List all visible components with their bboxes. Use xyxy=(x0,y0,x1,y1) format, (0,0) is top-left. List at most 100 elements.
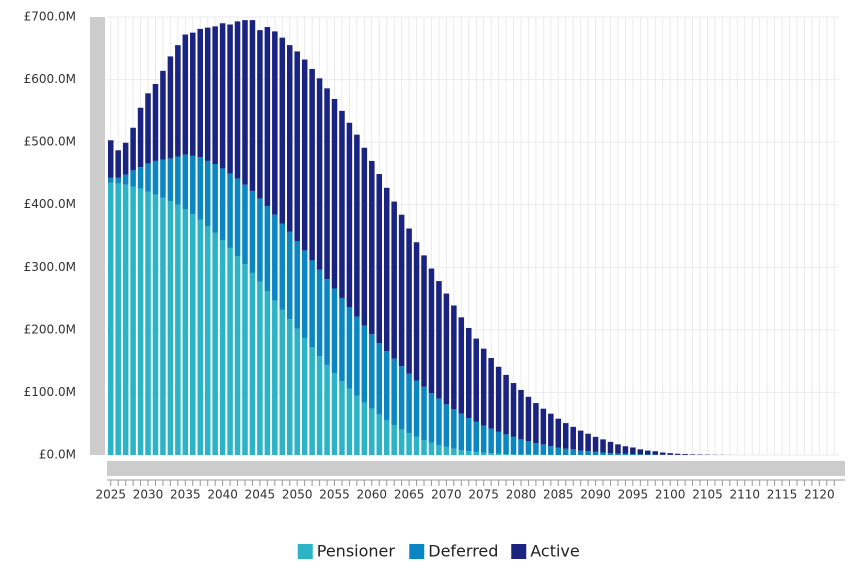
bar-segment xyxy=(160,160,166,198)
y-tick-label: £500.0M xyxy=(24,135,76,149)
bar-segment xyxy=(541,409,547,445)
bar-segment xyxy=(160,71,166,160)
bar-segment xyxy=(145,192,151,455)
bar-segment xyxy=(138,188,144,455)
bar-segment xyxy=(280,223,286,309)
bar-segment xyxy=(623,454,629,455)
bar-segment xyxy=(153,84,159,161)
bar-segment xyxy=(235,256,241,455)
x-tick-label: 2085 xyxy=(543,488,574,502)
bar-segment xyxy=(466,328,472,418)
bar-segment xyxy=(473,339,479,422)
bar-segment xyxy=(608,453,614,455)
bar-segment xyxy=(332,289,338,373)
bar-segment xyxy=(436,399,442,445)
y-tick-label: £300.0M xyxy=(24,260,76,274)
bar-segment xyxy=(436,281,442,399)
bar-segment xyxy=(347,307,353,388)
bar-segment xyxy=(347,389,353,455)
bar-segment xyxy=(212,164,218,233)
bar-segment xyxy=(265,291,271,455)
bar-segment xyxy=(645,454,651,455)
bar-segment xyxy=(585,451,591,455)
bar-segment xyxy=(429,269,435,394)
bar-segment xyxy=(488,358,494,429)
bar-segment xyxy=(459,414,465,450)
bar-segment xyxy=(362,148,368,326)
x-tick-label: 2075 xyxy=(468,488,499,502)
bar-segment xyxy=(414,242,420,380)
bar-segment xyxy=(309,260,315,347)
bar-segment xyxy=(145,93,151,163)
bar-segment xyxy=(377,414,383,455)
bar-segment xyxy=(183,209,189,455)
bar-segment xyxy=(332,99,338,289)
y-tick-label: £400.0M xyxy=(24,197,76,211)
bar-segment xyxy=(339,381,345,455)
x-tick-label: 2095 xyxy=(618,488,649,502)
bar-segment xyxy=(466,418,472,451)
vertical-scrollbar[interactable] xyxy=(90,17,105,455)
bar-segment xyxy=(526,397,532,441)
bar-segment xyxy=(384,351,390,420)
bar-segment xyxy=(242,264,248,455)
bar-segment xyxy=(496,454,502,455)
bar-segment xyxy=(459,450,465,455)
bar-segment xyxy=(108,183,114,455)
bar-segment xyxy=(220,240,226,455)
bar-segment xyxy=(414,437,420,455)
bar-segment xyxy=(406,433,412,455)
bar-segment xyxy=(294,51,300,241)
bar-segment xyxy=(227,248,233,455)
bar-segment xyxy=(526,441,532,454)
bar-segment xyxy=(257,198,263,281)
bar-segment xyxy=(115,150,121,178)
bar-segment xyxy=(197,29,203,157)
bar-segment xyxy=(153,161,159,195)
bar-segment xyxy=(242,20,248,185)
legend-text: Active xyxy=(530,542,580,561)
bar-segment xyxy=(652,451,658,454)
bar-segment xyxy=(287,319,293,455)
bar-segment xyxy=(115,178,121,184)
bar-segment xyxy=(324,279,330,365)
bar-segment xyxy=(600,452,606,455)
bar-segment xyxy=(391,359,397,425)
bar-segment xyxy=(563,423,569,449)
bar-segment xyxy=(205,226,211,455)
bar-segment xyxy=(391,425,397,455)
bar-segment xyxy=(220,23,226,168)
bar-segment xyxy=(593,437,599,452)
bar-segment xyxy=(168,201,174,455)
bar-segment xyxy=(630,454,636,455)
bar-segment xyxy=(377,343,383,414)
horizontal-scrollbar[interactable] xyxy=(107,461,845,476)
bar-segment xyxy=(675,454,681,455)
bar-segment xyxy=(153,195,159,455)
bar-segment xyxy=(548,414,554,447)
bar-segment xyxy=(690,454,696,455)
x-tick-label: 2025 xyxy=(95,488,126,502)
bar-segment xyxy=(563,449,569,455)
x-tick-label: 2115 xyxy=(767,488,798,502)
bar-segment xyxy=(250,191,256,273)
x-tick-label: 2090 xyxy=(580,488,611,502)
bar-segment xyxy=(197,157,203,220)
bar-segment xyxy=(108,140,114,178)
bar-segment xyxy=(399,366,405,429)
y-tick-label: £100.0M xyxy=(24,385,76,399)
bar-segment xyxy=(406,374,412,433)
bar-segment xyxy=(339,298,345,381)
x-tick-label: 2045 xyxy=(245,488,276,502)
bar-segment xyxy=(324,365,330,455)
x-tick-label: 2100 xyxy=(655,488,686,502)
bar-segment xyxy=(503,375,509,434)
bar-segment xyxy=(630,447,636,454)
y-tick-label: £700.0M xyxy=(24,10,76,24)
bar-segment xyxy=(570,449,576,455)
bar-segment xyxy=(660,452,666,454)
bar-segment xyxy=(556,419,562,448)
bar-segment xyxy=(391,202,397,359)
bar-segment xyxy=(578,431,584,451)
